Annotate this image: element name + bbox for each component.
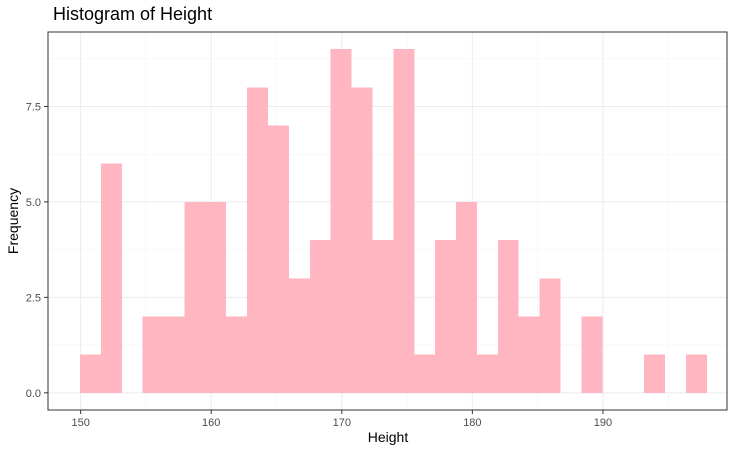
x-tick-label: 160 xyxy=(202,417,220,429)
histogram-bar xyxy=(539,278,561,393)
x-tick-label: 170 xyxy=(333,417,351,429)
y-tick-label: 7.5 xyxy=(26,101,41,113)
bars xyxy=(79,49,707,393)
histogram-bar xyxy=(79,354,101,393)
x-tick-label: 180 xyxy=(463,417,481,429)
histogram-bar xyxy=(268,125,289,393)
histogram-bar xyxy=(100,163,122,393)
y-axis: 0.0 2.5 5.0 7.5 xyxy=(26,101,48,400)
x-axis-title: Height xyxy=(368,429,409,445)
plot-panel xyxy=(47,31,728,411)
y-tick-label: 0.0 xyxy=(26,388,41,400)
histogram-bar xyxy=(685,354,707,393)
histogram-bar xyxy=(644,354,665,393)
histogram-bar xyxy=(456,201,477,393)
x-tick-label: 190 xyxy=(594,417,612,429)
histogram-bar xyxy=(247,87,269,393)
histogram-bar xyxy=(184,201,206,393)
histogram-bar xyxy=(414,354,436,393)
histogram-bar xyxy=(309,240,331,393)
y-axis-title: Frequency xyxy=(5,188,21,254)
histogram-bar xyxy=(435,240,457,393)
histogram-bar xyxy=(163,316,185,393)
histogram-bar xyxy=(497,240,519,393)
histogram-bar xyxy=(476,354,498,393)
y-tick-label: 2.5 xyxy=(26,292,41,304)
histogram-bar xyxy=(288,278,310,393)
histogram-bar xyxy=(226,316,248,393)
histogram-bar xyxy=(330,49,352,393)
chart-title: Histogram of Height xyxy=(53,4,212,24)
x-axis: 150 160 170 180 190 xyxy=(71,410,612,429)
histogram-bar xyxy=(142,316,164,393)
histogram-bar xyxy=(518,316,540,393)
histogram-bar xyxy=(372,240,394,393)
histogram-bar xyxy=(581,316,603,393)
histogram-bar xyxy=(393,49,415,393)
y-tick-label: 5.0 xyxy=(26,197,41,209)
histogram-bar xyxy=(351,87,373,393)
x-tick-label: 150 xyxy=(71,417,89,429)
histogram-bar xyxy=(205,201,227,393)
